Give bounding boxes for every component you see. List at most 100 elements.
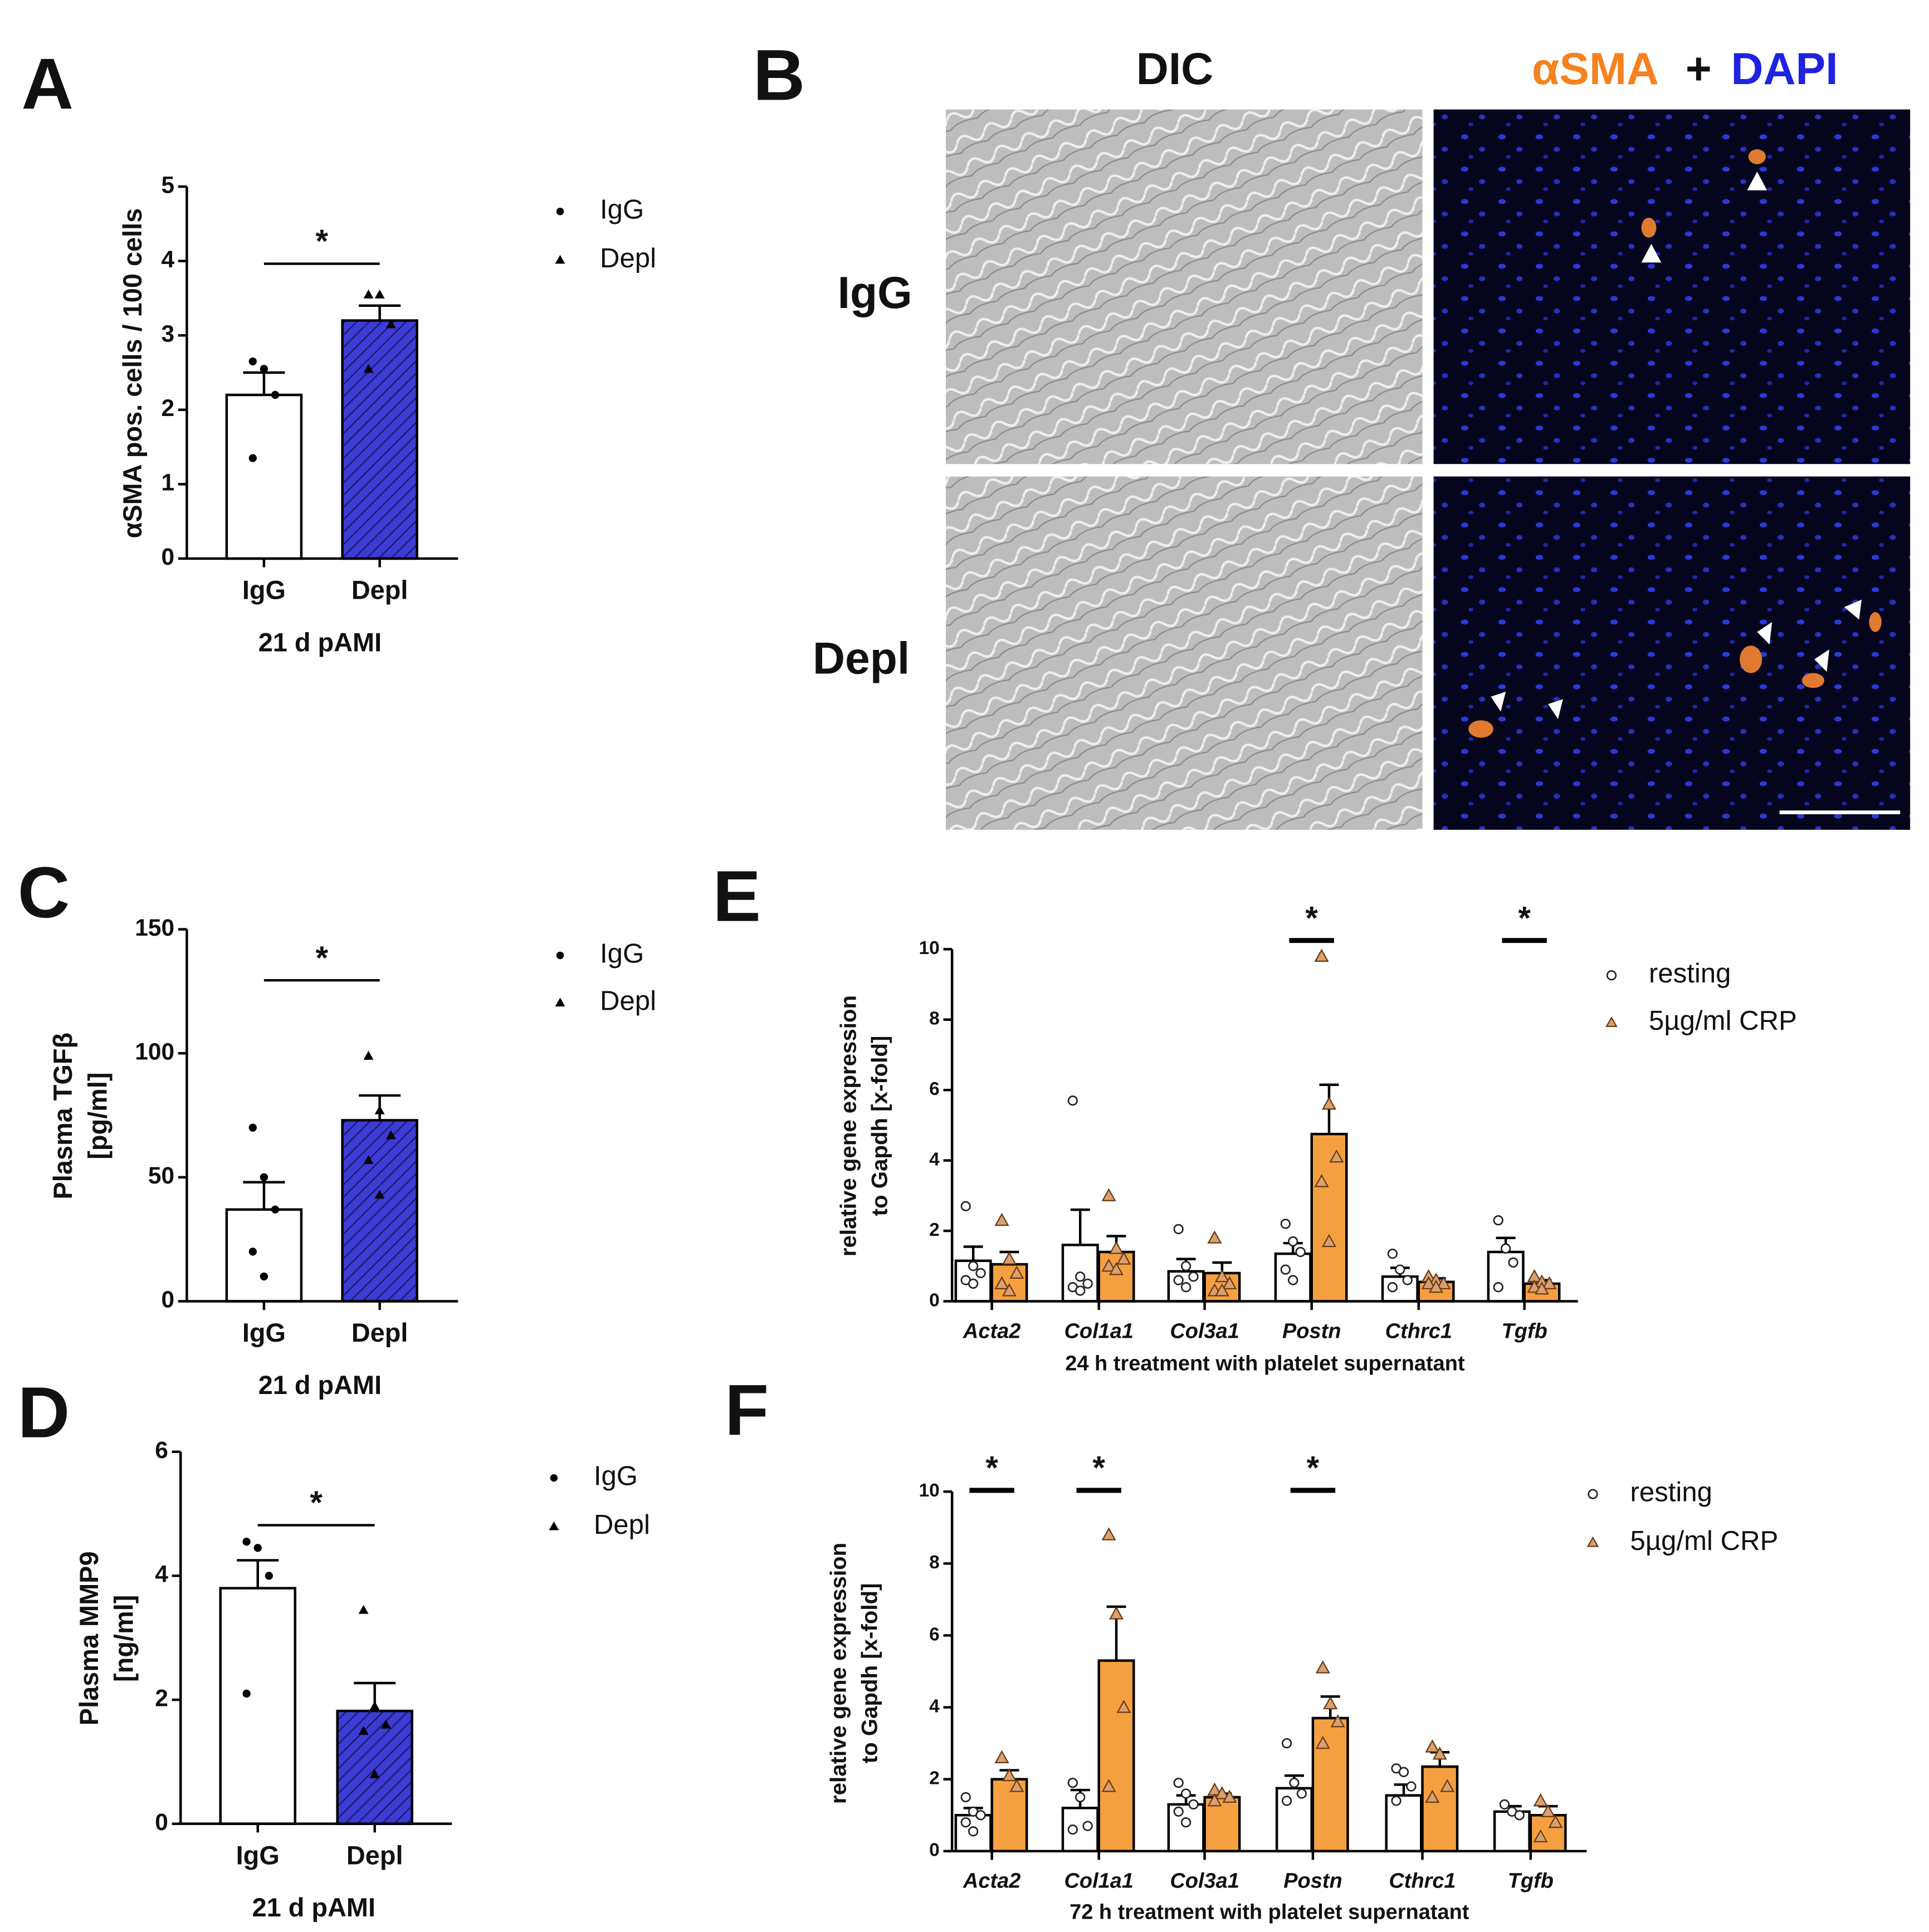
data-point (1281, 1738, 1292, 1749)
x-tick-label: Tgfb (1502, 1319, 1547, 1343)
x-tick-label: Col1a1 (1064, 1319, 1134, 1343)
data-point (1493, 1215, 1503, 1226)
y-tick-label: 4 (155, 1561, 168, 1587)
significance-label: * (1518, 900, 1531, 936)
data-point (1323, 1696, 1338, 1710)
significance-label: * (310, 1485, 323, 1521)
legend-label: Depl (594, 1510, 650, 1540)
data-point (1398, 1767, 1409, 1777)
legend-label: resting (1649, 958, 1731, 989)
y-tick-label: 4 (929, 1696, 940, 1716)
bar (219, 1587, 296, 1825)
data-point (1101, 1188, 1116, 1201)
panel-label: F (725, 1370, 769, 1450)
x-axis-label: 21 d pAMI (258, 628, 382, 657)
data-point (1002, 1251, 1017, 1265)
y-tick-label: 8 (929, 1009, 940, 1029)
data-point (1173, 1275, 1184, 1285)
data-point (1514, 1810, 1525, 1821)
data-point (1188, 1271, 1199, 1282)
legend-marker (1586, 1536, 1599, 1547)
y-tick-label: 150 (135, 914, 174, 941)
data-point (1222, 1276, 1237, 1289)
y-tick-label: 50 (148, 1162, 174, 1188)
data-point (248, 1248, 257, 1256)
bar (1097, 1250, 1135, 1303)
data-point (1280, 1219, 1291, 1229)
significance-label: * (1305, 900, 1318, 936)
column-title: αSMA (1532, 44, 1659, 94)
x-axis-label: 24 h treatment with platelet supernatant (1065, 1352, 1465, 1375)
data-point (1180, 1788, 1191, 1799)
x-tick-label: Depl (351, 1318, 408, 1347)
column-title: DAPI (1731, 44, 1838, 94)
x-tick-label: IgG (242, 1318, 286, 1347)
data-point (994, 1212, 1009, 1226)
legend-label: 5µg/ml CRP (1649, 1006, 1797, 1036)
panel-label: E (713, 857, 761, 937)
data-point (1533, 1829, 1548, 1843)
y-tick-label: 100 (135, 1038, 174, 1064)
y-axis-label: [pg/ml] (83, 1073, 112, 1160)
data-point (1075, 1792, 1086, 1803)
data-point (960, 1201, 971, 1211)
data-point (242, 1689, 251, 1698)
y-tick-label: 2 (161, 395, 174, 421)
y-tick-label: 2 (155, 1685, 168, 1711)
y-tick-label: 0 (929, 1840, 940, 1861)
data-point (975, 1268, 986, 1279)
data-point (242, 1538, 251, 1546)
data-point (1288, 1275, 1298, 1285)
data-point (1108, 1606, 1124, 1620)
legend-marker (556, 208, 564, 216)
data-point (380, 1719, 391, 1729)
x-tick-label: Acta2 (963, 1319, 1020, 1343)
bar (341, 1119, 418, 1303)
legend-marker (555, 997, 565, 1007)
y-tick-label: 10 (919, 1480, 940, 1501)
data-point (260, 365, 268, 373)
y-axis-label: to Gapdh [x-fold] (867, 1036, 892, 1216)
panel-label: A (21, 44, 74, 124)
data-point (363, 1155, 374, 1164)
legend-marker (556, 951, 564, 960)
x-tick-label: Depl (351, 576, 408, 605)
panel-label: D (18, 1373, 70, 1453)
y-tick-label: 0 (929, 1290, 940, 1310)
legend-marker (555, 255, 565, 264)
y-tick-label: 3 (161, 320, 174, 346)
y-tick-label: 0 (161, 544, 174, 570)
data-point (374, 289, 385, 299)
data-point (1222, 1789, 1237, 1803)
data-point (1075, 1271, 1086, 1282)
data-point (1296, 1788, 1307, 1799)
data-point (1101, 1527, 1116, 1540)
y-tick-label: 2 (929, 1768, 940, 1789)
bar (1493, 1810, 1531, 1853)
data-point (1395, 1264, 1405, 1275)
y-axis-label: αSMA pos. cells / 100 cells (118, 208, 147, 539)
data-point (1108, 1241, 1124, 1254)
bar (1311, 1716, 1349, 1853)
significance-label: * (315, 940, 328, 976)
bar (1275, 1787, 1313, 1853)
data-point (1082, 1821, 1093, 1831)
data-point (1541, 1804, 1556, 1817)
data-point (1173, 1806, 1184, 1817)
arrowheads (1491, 172, 1862, 720)
x-tick-label: Cthrc1 (1389, 1870, 1456, 1893)
data-point (374, 1105, 385, 1114)
data-point (1188, 1799, 1199, 1810)
data-point (1173, 1224, 1184, 1235)
data-point (1499, 1799, 1510, 1810)
data-point (1002, 1283, 1017, 1297)
bar (341, 319, 418, 560)
row-title: Depl (813, 634, 910, 684)
dic-image (945, 109, 1423, 464)
y-axis-label: relative gene expression (826, 1543, 851, 1804)
x-tick-label: IgG (242, 576, 286, 605)
fluorescence-image (1433, 476, 1911, 830)
data-point (1421, 1276, 1436, 1289)
data-point (1429, 1279, 1444, 1293)
x-axis-label: 72 h treatment with platelet supernatant (1070, 1901, 1469, 1924)
